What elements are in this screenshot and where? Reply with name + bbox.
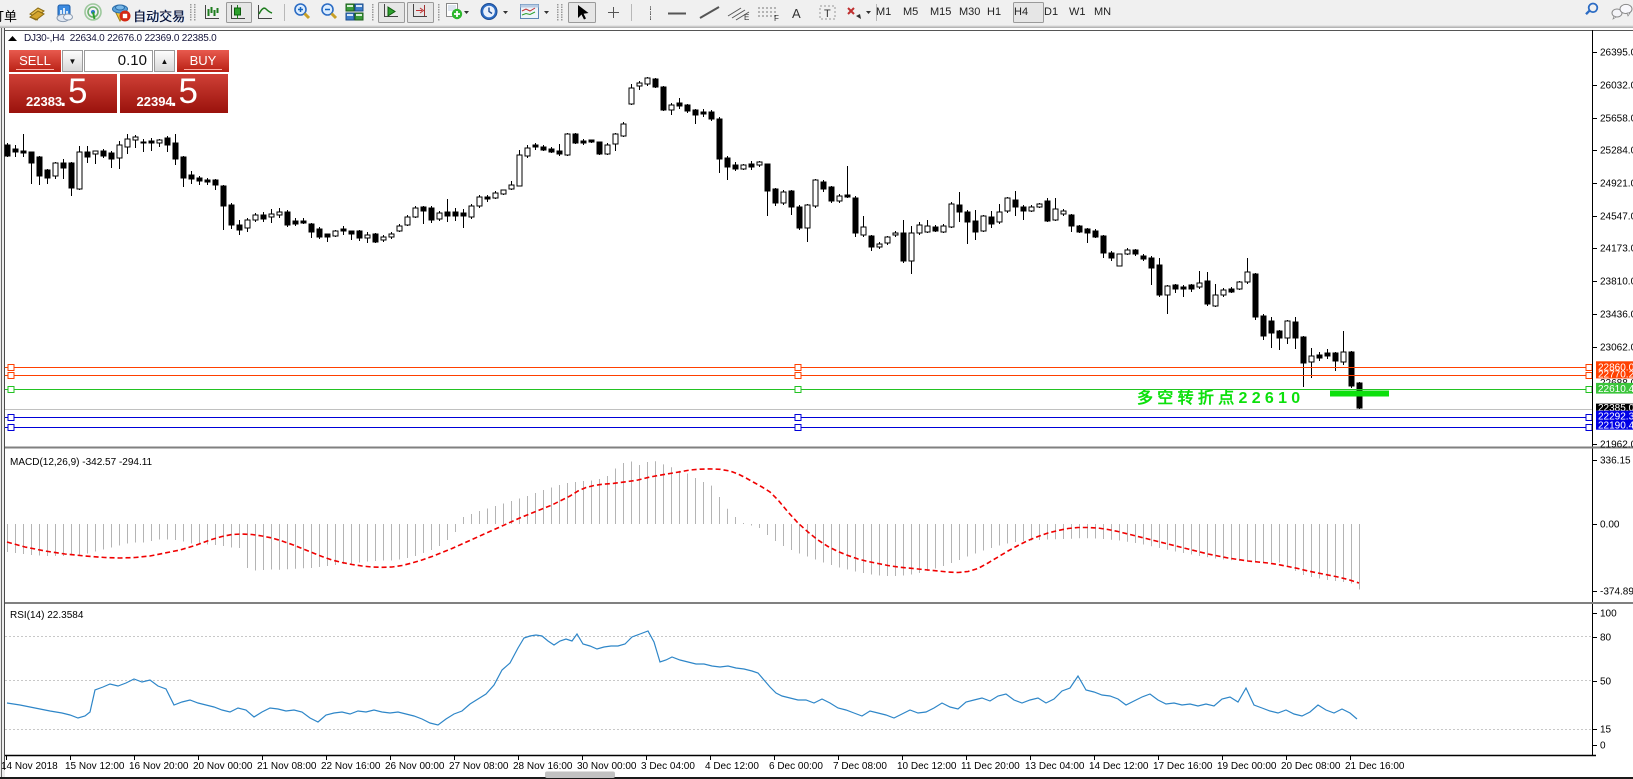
svg-text:20 Nov 00:00: 20 Nov 00:00 [193,761,253,772]
svg-text:15 Nov 12:00: 15 Nov 12:00 [65,761,125,772]
svg-text:22770.2: 22770.2 [1598,370,1633,381]
svg-text:E: E [744,13,749,22]
svg-text:28 Nov 16:00: 28 Nov 16:00 [513,761,573,772]
svg-text:0.00: 0.00 [1600,520,1620,531]
svg-text:RSI(14) 22.3584: RSI(14) 22.3584 [10,610,84,621]
svg-text:11 Dec 20:00: 11 Dec 20:00 [961,761,1020,772]
svg-text:22610.4: 22610.4 [1598,384,1633,395]
svg-text:23062.0: 23062.0 [1600,343,1633,354]
svg-text:50: 50 [1600,677,1612,688]
svg-text:24921.0: 24921.0 [1600,179,1633,190]
svg-text:15: 15 [1600,725,1612,736]
svg-text:14 Dec 12:00: 14 Dec 12:00 [1089,761,1149,772]
svg-text:MACD(12,26,9) -342.57 -294.11: MACD(12,26,9) -342.57 -294.11 [10,457,153,468]
svg-text:23810.0: 23810.0 [1600,277,1633,288]
svg-text:26395.0: 26395.0 [1600,48,1633,59]
svg-text:20 Dec 08:00: 20 Dec 08:00 [1281,761,1341,772]
svg-text:F: F [774,14,779,23]
svg-text:多空转折点22610: 多空转折点22610 [1137,388,1305,407]
svg-text:T: T [824,8,831,20]
svg-text:6 Dec 00:00: 6 Dec 00:00 [769,761,823,772]
svg-text:26032.0: 26032.0 [1600,81,1633,92]
svg-text:100: 100 [1600,609,1617,620]
svg-text:A: A [792,6,801,21]
svg-text:22190.4: 22190.4 [1598,420,1633,431]
svg-text:22 Nov 16:00: 22 Nov 16:00 [321,761,381,772]
svg-text:25658.0: 25658.0 [1600,114,1633,125]
svg-text:21962.0: 21962.0 [1600,440,1633,451]
svg-text:0: 0 [1600,741,1606,752]
svg-text:7 Dec 08:00: 7 Dec 08:00 [833,761,887,772]
svg-text:22292.3: 22292.3 [1598,411,1633,422]
svg-text:19 Dec 00:00: 19 Dec 00:00 [1217,761,1277,772]
svg-text:30 Nov 00:00: 30 Nov 00:00 [577,761,637,772]
svg-text:22688.0: 22688.0 [1600,378,1633,389]
svg-text:16 Nov 20:00: 16 Nov 20:00 [129,761,189,772]
svg-text:17 Dec 16:00: 17 Dec 16:00 [1153,761,1213,772]
svg-text:22860.0: 22860.0 [1598,362,1633,373]
svg-text:4 Dec 12:00: 4 Dec 12:00 [705,761,759,772]
svg-text:10 Dec 12:00: 10 Dec 12:00 [897,761,957,772]
svg-text:21 Nov 08:00: 21 Nov 08:00 [257,761,317,772]
svg-text:13 Dec 04:00: 13 Dec 04:00 [1025,761,1085,772]
svg-text:24173.0: 24173.0 [1600,244,1633,255]
svg-text:3 Dec 04:00: 3 Dec 04:00 [641,761,695,772]
svg-text:14 Nov 2018: 14 Nov 2018 [1,761,58,772]
svg-text:336.15: 336.15 [1600,456,1631,467]
svg-text:80: 80 [1600,633,1612,644]
svg-text:24547.0: 24547.0 [1600,212,1633,223]
svg-text:-374.89: -374.89 [1600,587,1633,598]
svg-text:25284.0: 25284.0 [1600,146,1633,157]
svg-text:27 Nov 08:00: 27 Nov 08:00 [449,761,509,772]
svg-text:21 Dec 16:00: 21 Dec 16:00 [1345,761,1405,772]
svg-text:23436.0: 23436.0 [1600,310,1633,321]
svg-text:22385.0: 22385.0 [1598,403,1633,414]
svg-text:26 Nov 00:00: 26 Nov 00:00 [385,761,445,772]
